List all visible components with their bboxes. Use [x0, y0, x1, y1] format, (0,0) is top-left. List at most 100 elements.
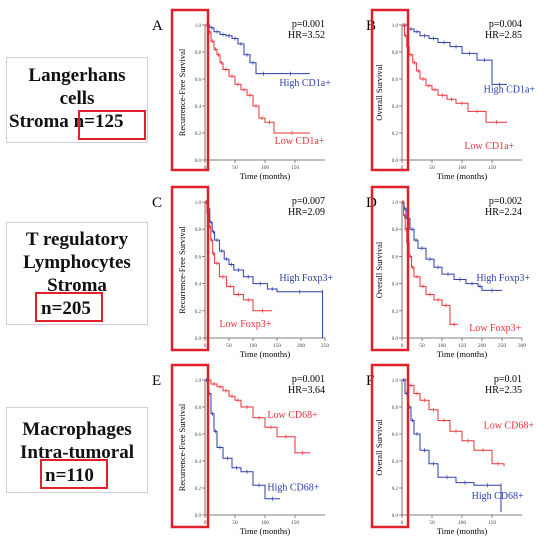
x-tick-label: 0 [204, 343, 207, 349]
highlight-box [170, 8, 210, 172]
series-label: High CD68+ [267, 483, 319, 494]
highlight-n-110 [40, 459, 108, 489]
x-tick-label: 200 [297, 343, 306, 349]
series-label: High CD1a+ [484, 85, 536, 96]
x-tick-label: 0 [204, 165, 207, 171]
y-tick-label: 0.6 [392, 255, 399, 260]
highlight-box [170, 185, 210, 352]
panel-letter: E [152, 373, 161, 389]
y-tick-label: 0.2 [195, 132, 202, 137]
hazard-ratio: HR=2.09 [288, 207, 325, 218]
x-tick-label: 50 [232, 520, 238, 526]
x-tick-label: 100 [438, 343, 447, 349]
series-label: Low CD68+ [484, 421, 535, 432]
y-tick-label: 1.0 [392, 379, 399, 384]
row-label-line: cells [59, 88, 95, 109]
y-tick-label: 1.0 [392, 24, 399, 29]
y-axis-label: Recurrence-Free Survival [177, 48, 187, 136]
survival-curve [402, 24, 507, 85]
x-tick-label: 50 [232, 165, 238, 171]
row-label-line: Lymphocytes [23, 252, 131, 273]
highlight-n-125 [78, 110, 146, 140]
p-value: p=0.01 [494, 374, 522, 385]
x-tick-label: 150 [291, 520, 300, 526]
hazard-ratio: HR=2.24 [485, 207, 522, 218]
y-tick-label: 0.4 [392, 283, 399, 288]
x-tick-label: 100 [458, 165, 467, 171]
y-tick-label: 0.0 [392, 514, 399, 519]
x-tick-label: 100 [261, 165, 270, 171]
x-axis-label: Time (months) [240, 171, 291, 181]
row-label-line-text: Stroma [9, 111, 69, 132]
x-tick-label: 100 [261, 520, 270, 526]
row-label-macrophages: Macrophages Intra-tumoral n=110 [6, 407, 148, 493]
survival-curve [402, 379, 505, 467]
x-tick-label: 150 [273, 343, 282, 349]
x-axis-label: Time (months) [437, 171, 488, 181]
row-label-langerhans: Langerhans cells Stroma n=125 [6, 57, 148, 143]
x-tick-label: 50 [226, 343, 232, 349]
x-tick-label: 150 [488, 520, 497, 526]
highlight-box [170, 363, 210, 529]
series-label: Low Foxp3+ [219, 319, 271, 330]
survival-curve [205, 24, 310, 75]
p-value: p=0.004 [489, 19, 522, 30]
y-tick-label: 0.4 [392, 460, 399, 465]
series-label: High Foxp3+ [476, 273, 530, 284]
y-tick-label: 0.8 [392, 51, 399, 56]
series-label: Low CD1a+ [464, 141, 514, 152]
y-tick-label: 0.4 [195, 283, 202, 288]
survival-curve [205, 379, 280, 500]
y-axis-label: Recurrence-Free Survival [177, 403, 187, 491]
x-axis-label: Time (months) [437, 526, 488, 536]
panel-letter: F [366, 373, 374, 389]
y-tick-label: 1.0 [195, 24, 202, 29]
y-tick-label: 0.2 [195, 310, 202, 315]
y-tick-label: 0.4 [195, 105, 202, 110]
y-tick-label: 0.8 [195, 228, 202, 233]
row-label-line: Stroma [47, 275, 107, 296]
y-tick-label: 0.2 [195, 487, 202, 492]
hazard-ratio: HR=3.52 [288, 30, 325, 41]
series-label: High CD1a+ [279, 78, 331, 89]
y-tick-label: 0.0 [392, 337, 399, 342]
row-label-n: n=125 [73, 111, 124, 132]
x-tick-label: 50 [419, 343, 425, 349]
highlight-box [370, 8, 410, 172]
series-label: High CD68+ [472, 491, 524, 502]
y-tick-label: 0.8 [195, 406, 202, 411]
hazard-ratio: HR=2.85 [485, 30, 522, 41]
y-tick-label: 0.0 [195, 159, 202, 164]
x-tick-label: 250 [321, 343, 330, 349]
x-tick-label: 0 [401, 343, 404, 349]
y-axis-label: Overall Survival [374, 419, 384, 476]
hazard-ratio: HR=2.35 [485, 385, 522, 396]
y-tick-label: 0.0 [195, 514, 202, 519]
x-tick-label: 200 [478, 343, 487, 349]
y-tick-label: 0.2 [392, 310, 399, 315]
y-tick-label: 0.6 [195, 433, 202, 438]
x-axis-label: Time (months) [437, 349, 488, 359]
y-axis-label: Recurrence-Free Survival [177, 226, 187, 314]
x-tick-label: 150 [291, 165, 300, 171]
y-tick-label: 0.8 [392, 228, 399, 233]
series-label: Low Foxp3+ [469, 323, 521, 334]
row-label-n: n=205 [41, 298, 91, 319]
p-value: p=0.001 [292, 19, 325, 30]
y-tick-label: 0.6 [195, 78, 202, 83]
y-tick-label: 0.6 [392, 78, 399, 83]
series-label: High Foxp3+ [279, 273, 333, 284]
y-tick-label: 0.4 [195, 460, 202, 465]
row-label-line: T regulatory [25, 229, 129, 250]
p-value: p=0.007 [292, 196, 325, 207]
highlight-box [370, 185, 410, 352]
y-tick-label: 0.2 [392, 487, 399, 492]
row-label-line: Intra-tumoral [20, 442, 134, 463]
x-tick-label: 300 [518, 343, 527, 349]
y-axis-label: Overall Survival [374, 241, 384, 298]
panel-letter: C [152, 195, 162, 211]
x-tick-label: 0 [401, 165, 404, 171]
y-tick-label: 1.0 [195, 201, 202, 206]
x-axis-label: Time (months) [240, 349, 291, 359]
series-label: Low CD68+ [267, 410, 318, 421]
